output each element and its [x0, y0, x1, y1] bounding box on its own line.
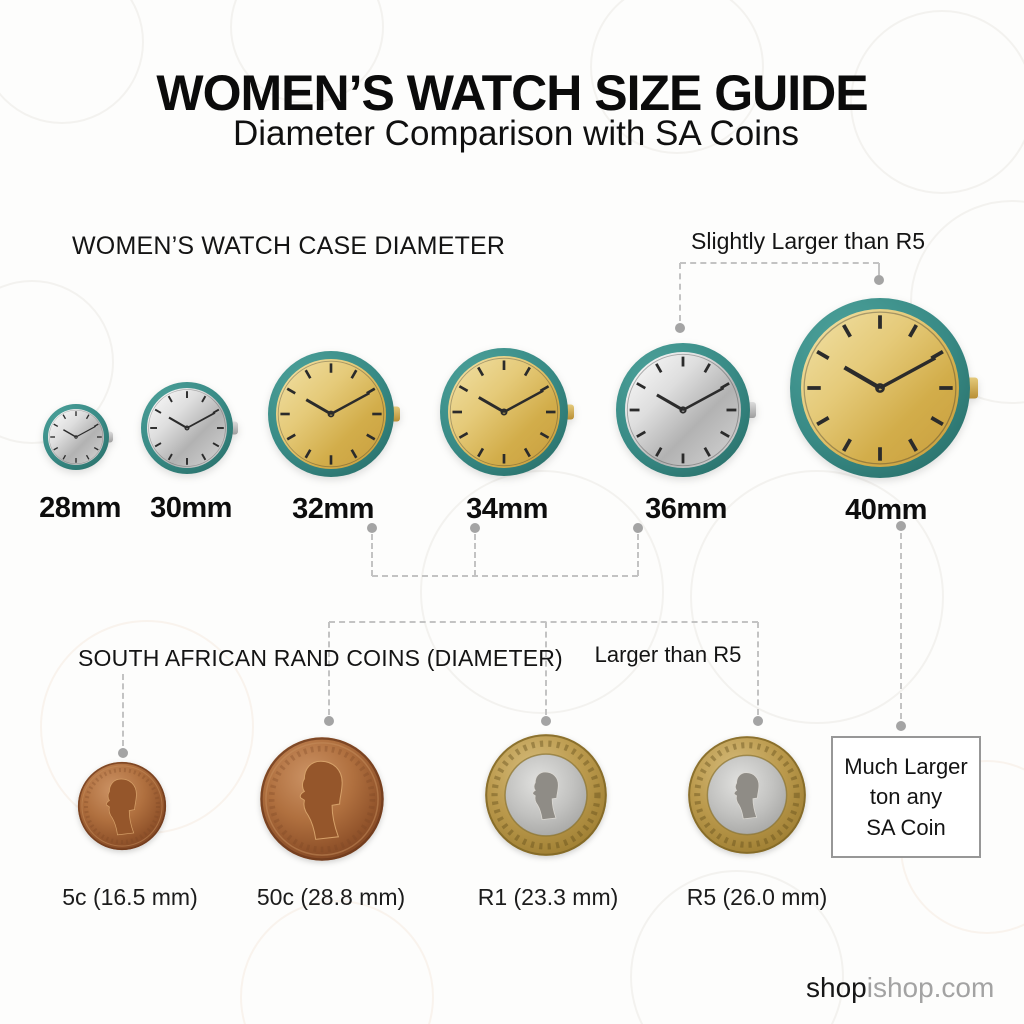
connector-dot [896, 721, 906, 731]
watch-dial-icon [276, 359, 386, 469]
connector-line [545, 622, 547, 715]
callout-line: SA Coin [866, 814, 946, 840]
connector-line [372, 575, 638, 577]
watch-36mm [616, 343, 756, 477]
connector-line [900, 533, 902, 719]
coin-r5 [688, 736, 806, 854]
watch-40mm [790, 298, 978, 478]
coin-section-heading: SOUTH AFRICAN RAND COINS (DIAMETER) [78, 645, 563, 671]
coin-5c [77, 761, 167, 851]
connector-line [328, 622, 330, 715]
watch-crown-icon [391, 406, 400, 422]
watch-size-label: 36mm [645, 493, 727, 525]
watch-32mm [268, 351, 400, 477]
callout-box: Much Larger ton any SA Coin [831, 736, 981, 858]
connector-dot [633, 523, 643, 533]
connector-dot [874, 275, 884, 285]
connector-line [329, 621, 758, 623]
connector-line [637, 534, 639, 576]
watch-size-label: 32mm [292, 493, 374, 525]
background-circle [0, 0, 144, 124]
connector-line [757, 622, 759, 715]
watch-size-label: 28mm [39, 492, 121, 524]
watch-dial-icon [801, 309, 959, 467]
watch-crown-icon [565, 404, 574, 420]
brand-suffix: ishop.com [866, 972, 995, 1003]
watch-annotation: Slightly Larger than R5 [691, 228, 925, 254]
connector-dot [753, 716, 763, 726]
watch-28mm [43, 404, 113, 470]
watch-size-label: 34mm [466, 493, 548, 525]
callout-line: ton any [869, 784, 943, 810]
connector-dot [675, 323, 685, 333]
watch-size-label: 30mm [150, 492, 232, 524]
coin-size-label: 5c (16.5 mm) [62, 884, 198, 910]
watch-section-heading: WOMEN’S WATCH CASE DIAMETER [72, 232, 506, 260]
connector-line [474, 534, 476, 576]
background-circle [590, 0, 764, 154]
background-circle [420, 470, 664, 714]
brand-prefix: shop [806, 972, 867, 1003]
watch-30mm [141, 382, 238, 474]
connector-line [680, 262, 879, 264]
watch-dial-icon [48, 409, 104, 465]
connector-dot [896, 521, 906, 531]
callout-line: Much Larger [844, 754, 968, 780]
page-title: WOMEN’S WATCH SIZE GUIDE [156, 65, 868, 121]
connector-dot [118, 748, 128, 758]
connector-dot [324, 716, 334, 726]
background-circle [240, 900, 434, 1024]
background-circle [690, 470, 944, 724]
connector-line [371, 534, 373, 576]
connector-line [878, 263, 880, 275]
coin-r1 [485, 734, 607, 856]
connector-line [679, 263, 681, 321]
watch-dial-icon [625, 352, 741, 468]
coin-50c [260, 737, 384, 861]
watch-dial-icon [147, 388, 227, 468]
watch-34mm [440, 348, 574, 476]
watch-crown-icon [106, 431, 113, 443]
coin-annotation: Larger than R5 [594, 642, 742, 667]
background-circle [850, 10, 1024, 194]
watch-dial-icon [448, 356, 560, 468]
watch-crown-icon [746, 402, 756, 418]
watch-size-label: 40mm [845, 494, 927, 526]
coin-size-label: 50c (28.8 mm) [256, 884, 406, 910]
watch-crown-icon [230, 421, 238, 435]
coin-size-label: R5 (26.0 mm) [686, 884, 828, 910]
connector-dot [541, 716, 551, 726]
coin-size-label: R1 (23.3 mm) [477, 884, 619, 910]
page-subtitle: Diameter Comparison with SA Coins [232, 114, 800, 153]
connector-dot [367, 523, 377, 533]
brand-wordmark: shopishop.com [806, 972, 994, 1004]
connector-line [122, 674, 124, 746]
connector-dot [470, 523, 480, 533]
